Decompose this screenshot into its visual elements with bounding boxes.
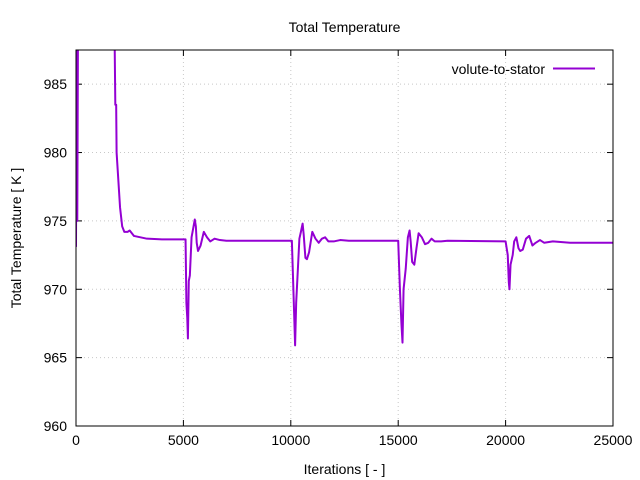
legend: volute-to-stator xyxy=(452,61,595,77)
series-line xyxy=(76,50,613,347)
plot-border xyxy=(75,49,614,427)
x-tick-label: 15000 xyxy=(379,432,418,448)
x-tick-label: 20000 xyxy=(486,432,525,448)
x-tick-label: 25000 xyxy=(594,432,633,448)
chart-title: Total Temperature xyxy=(289,19,401,35)
x-tick-label: 5000 xyxy=(168,432,199,448)
grid-lines xyxy=(76,50,613,426)
y-tick-label: 960 xyxy=(44,418,68,434)
y-tick-label: 965 xyxy=(44,350,68,366)
x-tick-label: 10000 xyxy=(271,432,310,448)
y-axis-label: Total Temperature [ K ] xyxy=(8,168,24,309)
y-tick-label: 970 xyxy=(44,281,68,297)
y-tick-label: 985 xyxy=(44,76,68,92)
y-tick-label: 980 xyxy=(44,145,68,161)
x-axis-label: Iterations [ - ] xyxy=(304,461,386,477)
y-tick-label: 975 xyxy=(44,213,68,229)
x-tick-label: 0 xyxy=(72,432,80,448)
series-layer xyxy=(76,50,613,347)
tick-labels: 0 5000 10000 15000 20000 25000 960 965 970 975 980… xyxy=(44,76,633,448)
legend-label: volute-to-stator xyxy=(452,61,546,77)
